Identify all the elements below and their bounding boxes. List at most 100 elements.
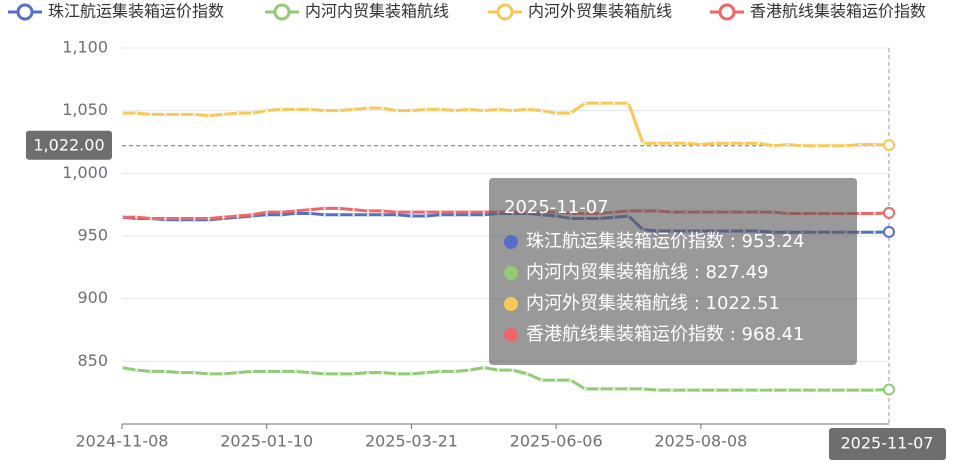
point (525, 108, 529, 111)
x-tick-label: 2025-06-06 (510, 432, 603, 451)
point (337, 213, 341, 216)
point (308, 108, 312, 111)
point (424, 371, 428, 374)
point (178, 371, 182, 374)
point (424, 214, 428, 218)
point (381, 213, 384, 216)
tooltip-name: 内河内贸集装箱航线 (526, 262, 688, 283)
point (685, 388, 688, 392)
point (381, 371, 384, 374)
legend-label: 珠江航运集装箱运价指数 (48, 2, 224, 21)
legend-item: 珠江航运集装箱运价指数 (8, 2, 224, 21)
legend-icon (16, 3, 34, 21)
tooltip-entry: 内河内贸集装箱航线 : 827.49 (526, 262, 769, 283)
point (120, 111, 124, 115)
point (366, 371, 370, 374)
highlight-point (883, 383, 895, 396)
point (222, 113, 225, 116)
point (265, 210, 269, 214)
axis-pointer-y-label: 1,022.00 (33, 135, 104, 154)
point (858, 230, 862, 234)
axis-pointer-x-box (829, 428, 946, 460)
point (482, 109, 486, 112)
point (366, 209, 370, 213)
point (670, 141, 674, 145)
point (236, 111, 240, 115)
point (149, 113, 153, 116)
point (858, 143, 862, 146)
point (453, 210, 457, 214)
point (468, 108, 471, 111)
point (308, 371, 312, 374)
point (858, 212, 862, 215)
tooltip-separator: : (724, 231, 742, 252)
point (554, 378, 558, 382)
point (439, 213, 442, 216)
point (873, 230, 876, 234)
point (525, 372, 529, 376)
tooltip-marker (504, 297, 518, 311)
point (583, 101, 587, 105)
point (800, 388, 804, 392)
legend-item: 香港航线集装箱运价指数 (710, 2, 926, 21)
point (453, 213, 457, 216)
point (786, 388, 789, 392)
point (714, 388, 717, 392)
point (323, 207, 326, 210)
point (323, 109, 326, 112)
point (627, 387, 630, 391)
point (656, 388, 659, 392)
point (279, 213, 283, 216)
point (207, 372, 211, 376)
point (308, 212, 312, 215)
point (193, 371, 196, 374)
point (279, 108, 283, 111)
highlight-point (883, 225, 895, 238)
point (771, 144, 775, 148)
point (352, 208, 355, 211)
point (742, 141, 746, 145)
point (395, 213, 399, 216)
point (265, 370, 269, 373)
point (381, 106, 384, 110)
x-tick-label: 2025-01-10 (220, 432, 313, 451)
point (468, 210, 471, 214)
series-line (121, 366, 890, 392)
tooltip-entry: 珠江航运集装箱运价指数 : 953.24 (526, 231, 805, 252)
point (439, 108, 442, 111)
point (540, 378, 543, 382)
point (236, 371, 240, 374)
point (178, 113, 182, 116)
point (699, 143, 703, 146)
point (337, 109, 341, 112)
point (323, 213, 326, 216)
tooltip-separator: : (688, 293, 706, 314)
point (265, 109, 269, 112)
highlight-point (883, 139, 895, 152)
point (873, 143, 876, 146)
point (164, 370, 167, 373)
point (728, 141, 732, 145)
point (366, 106, 370, 110)
point (627, 101, 630, 105)
tooltip-marker (504, 328, 518, 342)
tooltip-title: 2025-11-07 (504, 197, 609, 218)
point (844, 388, 847, 392)
point (424, 108, 428, 111)
point (222, 372, 225, 376)
point (265, 213, 269, 216)
legend-icon (496, 3, 514, 21)
point (482, 366, 486, 369)
point (222, 215, 225, 219)
point (323, 372, 326, 376)
point (569, 378, 572, 382)
point (742, 388, 746, 392)
point (598, 387, 601, 391)
point (164, 113, 167, 116)
y-tick-label: 900 (77, 288, 108, 307)
point (496, 368, 500, 372)
point (829, 388, 833, 392)
series-line (122, 101, 890, 148)
point (468, 213, 471, 216)
point (873, 388, 876, 392)
